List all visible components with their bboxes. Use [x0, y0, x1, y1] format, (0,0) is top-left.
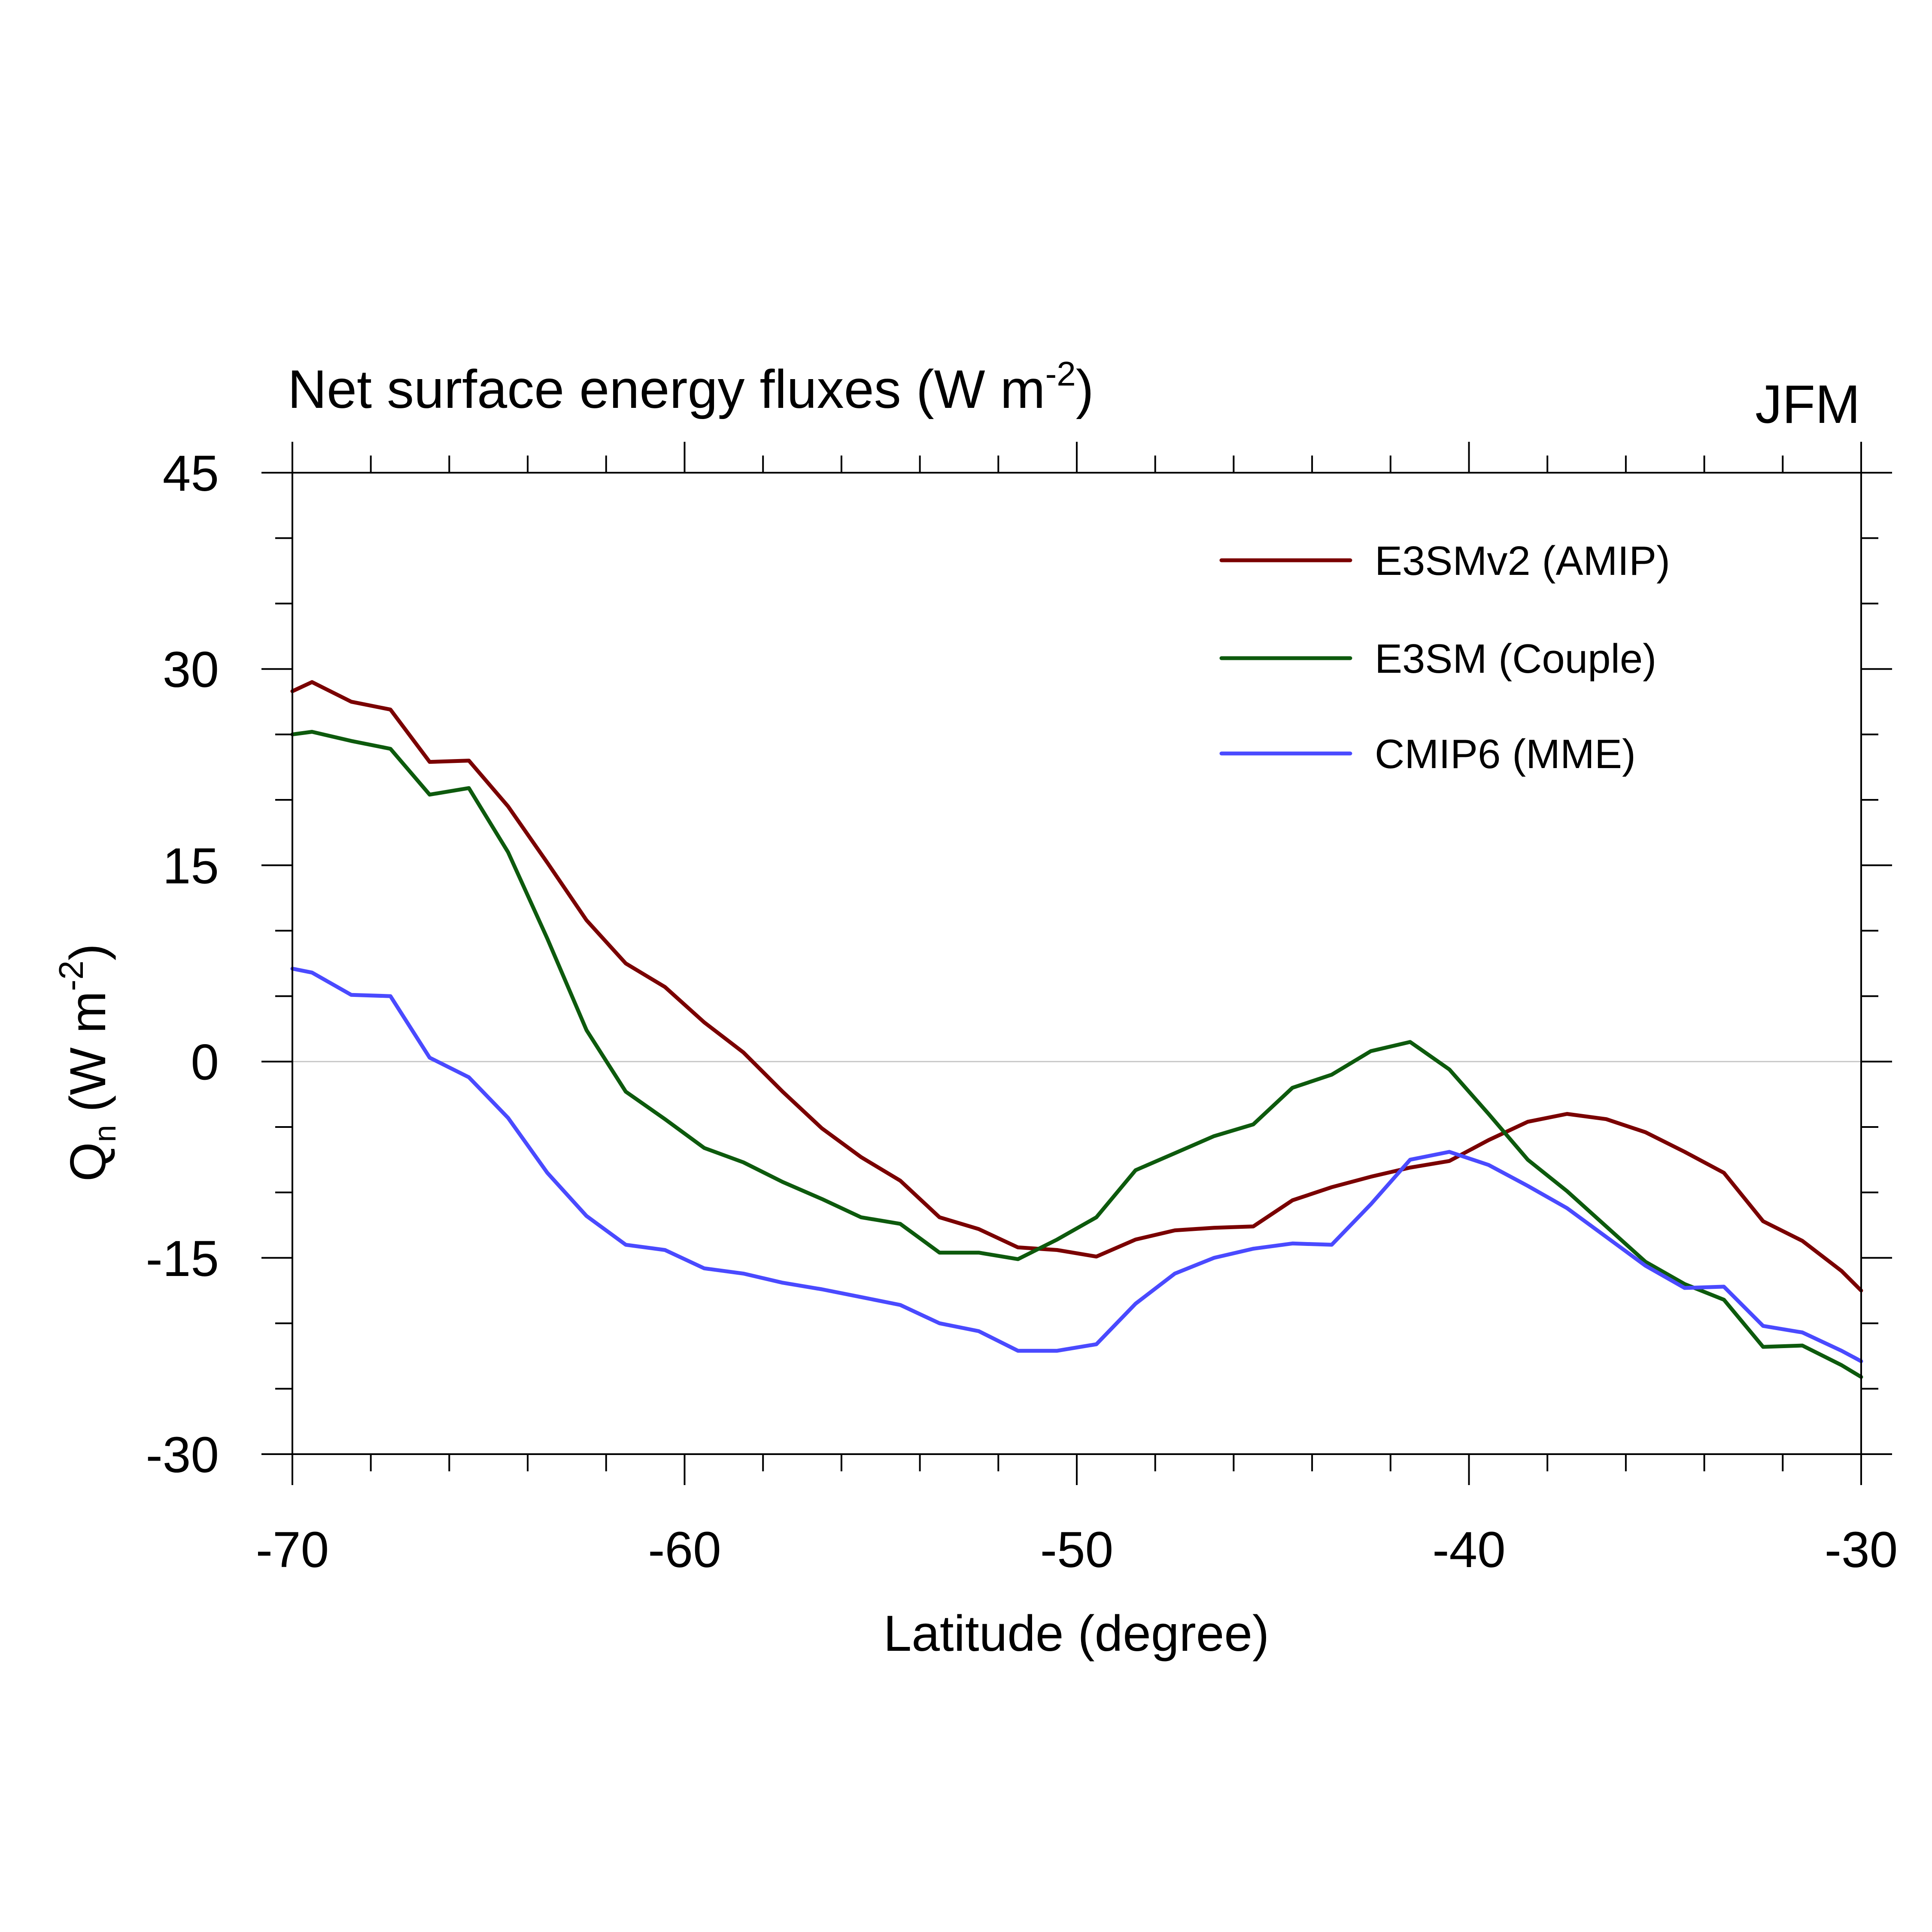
y-tick-label: 45: [163, 445, 219, 502]
plot-frame: [292, 472, 1862, 1455]
x-axis-title: Latitude (degree): [884, 1605, 1270, 1662]
x-tick-label: -60: [648, 1522, 721, 1578]
y-axis-title-end: ): [60, 944, 116, 960]
chart-title-end: ): [1076, 359, 1094, 419]
x-tick-label: -40: [1432, 1522, 1506, 1578]
y-axis-title: Qn (W m-2): [52, 944, 122, 1182]
chart-title: Net surface energy fluxes (W m-2): [288, 355, 1094, 419]
series-line-1: [290, 730, 1863, 1379]
legend-label-0: E3SMv2 (AMIP): [1375, 538, 1670, 584]
y-axis-title-sup: -2: [52, 960, 90, 991]
chart-title-sup: -2: [1045, 355, 1076, 393]
legend-label-1: E3SM (Couple): [1375, 636, 1656, 682]
series-line-0: [290, 680, 1863, 1293]
x-tick-label: -50: [1040, 1522, 1114, 1578]
season-label: JFM: [1755, 374, 1860, 434]
y-axis-title-main: Q: [60, 1142, 116, 1182]
chart-title-text: Net surface energy fluxes (W m: [288, 359, 1045, 419]
y-axis-title-unit: (W m: [60, 991, 116, 1112]
series-line-2: [290, 966, 1863, 1364]
y-tick-label: 30: [163, 641, 219, 698]
y-tick-label: -15: [146, 1230, 219, 1287]
y-tick-label: -30: [146, 1427, 219, 1483]
y-tick-label: 15: [163, 838, 219, 894]
x-tick-label: -30: [1825, 1522, 1898, 1578]
x-tick-label: -70: [256, 1522, 329, 1578]
y-axis-title-sub: n: [88, 1125, 122, 1142]
legend-label-2: CMIP6 (MME): [1375, 731, 1636, 777]
y-tick-label: 0: [191, 1034, 219, 1091]
